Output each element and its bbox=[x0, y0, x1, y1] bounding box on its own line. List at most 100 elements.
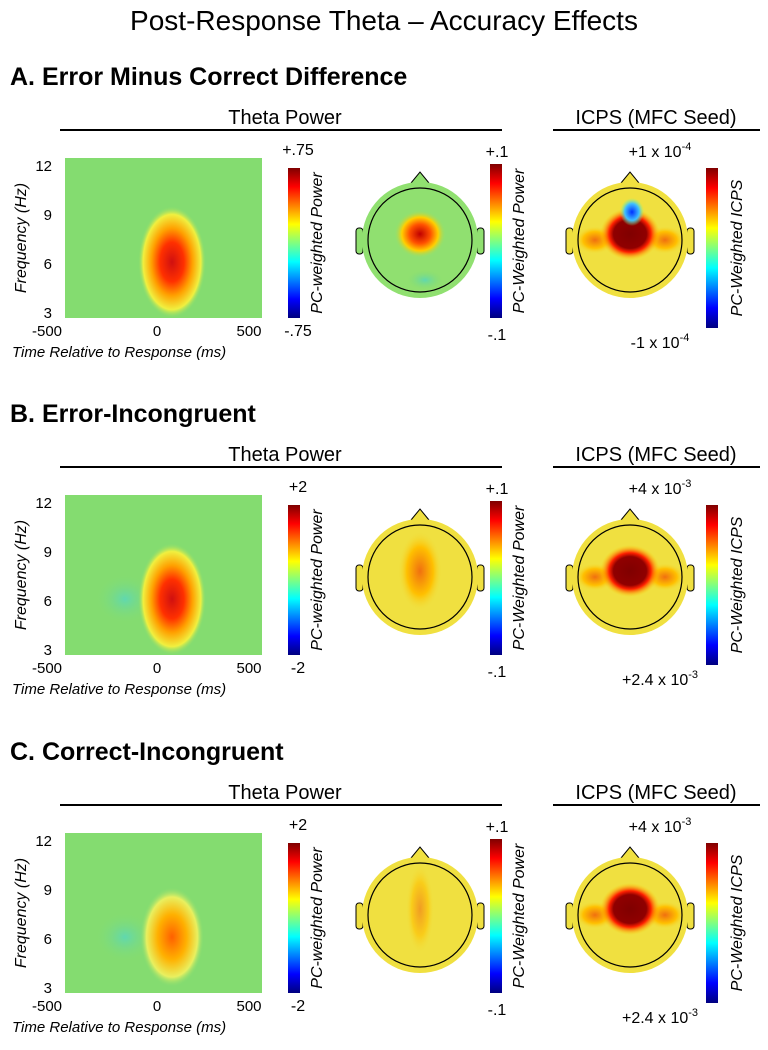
colorbar-min: -.1 bbox=[488, 327, 507, 344]
y-tick-label: 12 bbox=[35, 833, 52, 850]
topo-blob bbox=[398, 531, 442, 611]
colorbar bbox=[706, 843, 718, 1003]
ear bbox=[476, 902, 485, 930]
topo-blob-cool bbox=[407, 270, 443, 290]
colorbar-min: -1 x 10-4 bbox=[631, 332, 690, 352]
colorbar-label: PC-weighted Power bbox=[309, 172, 326, 314]
label-mantissa: +2.4 x 10 bbox=[622, 1010, 688, 1027]
y-tick-label: 12 bbox=[35, 495, 52, 512]
x-tick-label: 0 bbox=[153, 998, 161, 1015]
head-outline bbox=[577, 187, 683, 293]
icps-blob bbox=[600, 883, 660, 935]
colorbar-label: PC-weighted Power bbox=[309, 847, 326, 989]
colorbar-min: -2 bbox=[291, 660, 305, 677]
ear bbox=[686, 902, 695, 930]
y-tick-label: 3 bbox=[44, 980, 52, 997]
ear bbox=[355, 564, 364, 592]
ear bbox=[686, 564, 695, 592]
colorbar-label: PC-Weighted Power bbox=[511, 843, 528, 988]
label-mantissa: -1 x 10 bbox=[631, 335, 680, 352]
x-tick-label: 500 bbox=[236, 998, 261, 1015]
colorbar-min: -2 bbox=[291, 998, 305, 1015]
colorbar-min: +2.4 x 10-3 bbox=[622, 669, 698, 689]
section-header: ICPS (MFC Seed) bbox=[575, 444, 736, 466]
colorbar-max: +.1 bbox=[486, 481, 509, 498]
x-tick-label: 500 bbox=[236, 323, 261, 340]
icps-blob-cool bbox=[620, 198, 644, 226]
x-tick-label: 0 bbox=[153, 323, 161, 340]
colorbar bbox=[288, 168, 300, 318]
section-header: Theta Power bbox=[228, 444, 342, 466]
label-exponent: -3 bbox=[688, 1007, 698, 1019]
y-axis-label: Frequency (Hz) bbox=[13, 520, 30, 630]
colorbar bbox=[490, 839, 502, 993]
figure-title: Post-Response Theta – Accuracy Effects bbox=[130, 5, 638, 36]
x-tick-label: -500 bbox=[32, 323, 62, 340]
nose bbox=[620, 171, 640, 184]
panel: B. Error-Incongruent Theta Power ICPS (MFC… bbox=[10, 400, 760, 698]
section-header: Theta Power bbox=[228, 782, 342, 804]
panel-heading: A. Error Minus Correct Difference bbox=[10, 63, 407, 91]
panels: A. Error Minus Correct Difference Theta P… bbox=[10, 63, 760, 1036]
ear bbox=[476, 564, 485, 592]
colorbar-min: -.75 bbox=[284, 323, 312, 340]
nose bbox=[410, 508, 430, 521]
colorbar-min: -.1 bbox=[488, 1002, 507, 1019]
head-outline bbox=[367, 862, 473, 968]
label-exponent: -4 bbox=[682, 141, 692, 153]
y-tick-label: 9 bbox=[44, 882, 52, 899]
x-axis-label: Time Relative to Response (ms) bbox=[12, 681, 226, 698]
x-axis-label: Time Relative to Response (ms) bbox=[12, 1019, 226, 1036]
colorbar-label: PC-Weighted Power bbox=[511, 168, 528, 313]
nose bbox=[410, 846, 430, 859]
colorbar-max: +2 bbox=[289, 817, 307, 834]
head-outline bbox=[367, 187, 473, 293]
nose bbox=[410, 171, 430, 184]
x-tick-label: 500 bbox=[236, 660, 261, 677]
ear bbox=[355, 902, 364, 930]
panel: A. Error Minus Correct Difference Theta P… bbox=[10, 63, 760, 361]
x-tick-label: -500 bbox=[32, 660, 62, 677]
colorbar bbox=[490, 501, 502, 655]
y-axis-label: Frequency (Hz) bbox=[13, 858, 30, 968]
ear bbox=[565, 902, 574, 930]
label-exponent: -3 bbox=[682, 816, 692, 828]
label-mantissa: +1 x 10 bbox=[629, 144, 682, 161]
colorbar bbox=[490, 164, 502, 318]
label-exponent: -3 bbox=[688, 669, 698, 681]
head-outline bbox=[367, 524, 473, 630]
section-header: ICPS (MFC Seed) bbox=[575, 107, 736, 129]
colorbar-max: +4 x 10-3 bbox=[629, 816, 692, 836]
ear bbox=[565, 564, 574, 592]
y-tick-label: 6 bbox=[44, 593, 52, 610]
colorbar bbox=[288, 505, 300, 655]
panel-heading: C. Correct-Incongruent bbox=[10, 738, 284, 766]
colorbar-max: +1 x 10-4 bbox=[629, 141, 692, 161]
x-tick-label: -500 bbox=[32, 998, 62, 1015]
ear bbox=[476, 227, 485, 255]
y-tick-label: 3 bbox=[44, 305, 52, 322]
panel-heading: B. Error-Incongruent bbox=[10, 400, 257, 428]
colorbar-label: PC-Weighted Power bbox=[511, 505, 528, 650]
icps-blob bbox=[600, 545, 660, 597]
section-header: ICPS (MFC Seed) bbox=[575, 782, 736, 804]
nose bbox=[620, 846, 640, 859]
y-tick-label: 12 bbox=[35, 158, 52, 175]
colorbar-max: +.1 bbox=[486, 819, 509, 836]
colorbar-min: +2.4 x 10-3 bbox=[622, 1007, 698, 1027]
nose bbox=[620, 508, 640, 521]
x-tick-label: 0 bbox=[153, 660, 161, 677]
y-tick-label: 6 bbox=[44, 931, 52, 948]
y-axis-label: Frequency (Hz) bbox=[13, 183, 30, 293]
colorbar-label: PC-weighted Power bbox=[309, 509, 326, 651]
colorbar-max: +4 x 10-3 bbox=[629, 478, 692, 498]
label-mantissa: +4 x 10 bbox=[629, 819, 682, 836]
colorbar-min: -.1 bbox=[488, 664, 507, 681]
colorbar bbox=[288, 843, 300, 993]
colorbar-label: PC-Weighted ICPS bbox=[729, 854, 746, 991]
ear bbox=[686, 227, 695, 255]
tf-blob bbox=[138, 543, 206, 655]
section-header: Theta Power bbox=[228, 107, 342, 129]
x-axis-label: Time Relative to Response (ms) bbox=[12, 344, 226, 361]
colorbar bbox=[706, 505, 718, 665]
